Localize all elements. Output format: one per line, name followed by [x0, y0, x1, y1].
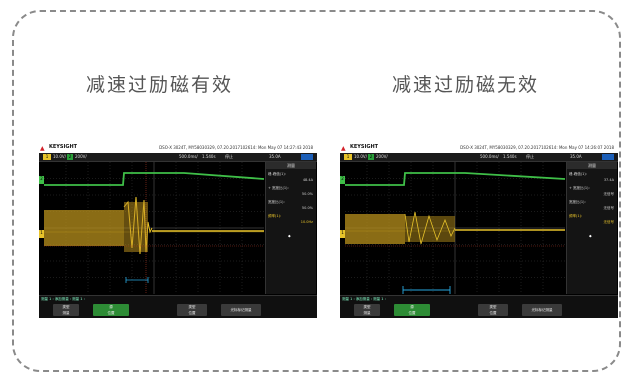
trigger-level: 35.0A: [269, 154, 281, 159]
expand-icon[interactable]: ◆: [589, 234, 592, 238]
ch1-burst-edge: [404, 211, 456, 245]
softkey-bar: 测量 1 : 添加测量 : 测量 1 : 类型 测量 源位置 类型 位置 光标标记测…: [340, 295, 618, 318]
scope-header: ▲ KEYSIGHT DSO-X 3024T, MY58030329, 07.2…: [340, 144, 618, 153]
dashed-container: [12, 10, 621, 372]
cursor-span: [125, 277, 149, 283]
expand-icon[interactable]: ◆: [288, 234, 291, 238]
ch2-trace: [345, 172, 565, 186]
right-title: 减速过励磁无效: [392, 74, 540, 96]
device-info: DSO-X 3024T, MY58030329, 07.20.201710261…: [460, 145, 614, 150]
channel-1-badge[interactable]: 1: [344, 154, 352, 160]
timebase: 500.0ms/: [179, 154, 198, 159]
meas-value: 无信号: [603, 192, 615, 196]
acquire-icon[interactable]: [602, 154, 614, 160]
ch1-burst: [345, 214, 405, 244]
softkey-bar: 测量 1 : 添加测量 : 测量 1 : 类型 测量 源位置 类型 位置 光标标记测…: [39, 295, 317, 318]
brand-label: KEYSIGHT: [350, 144, 379, 150]
channel-2-badge[interactable]: 2: [368, 154, 374, 160]
acquire-icon[interactable]: [301, 154, 313, 160]
channel-bar: 1 10.0V/ 2 200V/ 500.0ms/ 1.540s 停止 35.0…: [340, 153, 618, 162]
waveform-grid: [44, 162, 264, 294]
scope-header: ▲ KEYSIGHT DSO-X 3024T, MY58030329, 07.2…: [39, 144, 317, 153]
delay: 1.540s: [503, 154, 517, 159]
cursor-span: [402, 286, 451, 294]
meas-label: 宽度比(1):: [569, 200, 586, 204]
ch1-burst: [44, 210, 124, 246]
meas-label: 频率(1):: [268, 214, 282, 218]
softkey-bar-label: 测量 1 : 添加测量 : 测量 1 :: [342, 297, 386, 301]
keysight-wave-icon: ▲: [341, 145, 346, 152]
trigger-level: 35.0A: [570, 154, 582, 159]
meas-value: 无信号: [603, 206, 615, 210]
scope-screenshot-right: ▲ KEYSIGHT DSO-X 3024T, MY58030329, 07.2…: [340, 144, 618, 318]
measurement-panel: 测量 峰-峰值(1): 48.4A + 宽度比(1): 50.0% 宽度比(1)…: [265, 162, 316, 294]
channel-bar: 1 10.0V/ 2 200V/ 500.0ms/ 1.540s 停止 35.0…: [39, 153, 317, 162]
run-status: 停止: [526, 154, 534, 159]
softkey-cursor-measure[interactable]: 光标标记测量: [221, 304, 261, 316]
softkey-source[interactable]: 源位置: [394, 304, 430, 316]
ch1-ground-marker[interactable]: 1: [340, 230, 345, 238]
left-title: 减速过励磁有效: [86, 74, 234, 96]
measurement-panel: 测量 峰-峰值(1): 37.4A + 宽度比(1): 无信号 宽度比(1): …: [566, 162, 617, 294]
channel-2-scale: 200V/: [376, 154, 388, 159]
channel-1-badge[interactable]: 1: [43, 154, 51, 160]
meas-value: 10.0Hz: [300, 220, 313, 224]
meas-value: 无信号: [603, 220, 615, 224]
channel-1-scale: 10.0V/: [354, 154, 367, 159]
meas-value: 48.4A: [302, 178, 313, 182]
softkey-type[interactable]: 类型 测量: [354, 304, 380, 316]
brand-label: KEYSIGHT: [49, 144, 78, 150]
softkey-type[interactable]: 类型 测量: [53, 304, 79, 316]
meas-value: 37.4A: [603, 178, 614, 182]
meas-label: + 宽度比(1):: [268, 186, 289, 190]
ch2-trace: [44, 172, 264, 186]
waveform-grid: [345, 162, 565, 294]
softkey-source[interactable]: 源位置: [93, 304, 129, 316]
softkey-position[interactable]: 类型 位置: [177, 304, 207, 316]
meas-value: 50.0%: [301, 206, 313, 210]
channel-1-scale: 10.0V/: [53, 154, 66, 159]
meas-value: 50.0%: [301, 192, 313, 196]
delay: 1.540s: [202, 154, 216, 159]
meas-label: + 宽度比(1):: [569, 186, 590, 190]
panel-header: 测量: [266, 162, 316, 169]
meas-label: 频率(1):: [569, 214, 583, 218]
softkey-cursor-measure[interactable]: 光标标记测量: [522, 304, 562, 316]
channel-2-badge[interactable]: 2: [67, 154, 73, 160]
softkey-bar-label: 测量 1 : 添加测量 : 测量 1 :: [41, 297, 85, 301]
panel-header: 测量: [567, 162, 617, 169]
ch2-ground-marker[interactable]: 2: [39, 176, 44, 184]
ch2-ground-marker[interactable]: 2: [340, 176, 345, 184]
meas-label: 峰-峰值(1):: [268, 172, 286, 176]
channel-2-scale: 200V/: [75, 154, 87, 159]
keysight-wave-icon: ▲: [40, 145, 45, 152]
meas-label: 峰-峰值(1):: [569, 172, 587, 176]
run-status: 停止: [225, 154, 233, 159]
scope-screenshot-left: ▲ KEYSIGHT DSO-X 3024T, MY58030329, 07.2…: [39, 144, 317, 318]
ch1-ground-marker[interactable]: 1: [39, 230, 44, 238]
timebase: 500.0ms/: [480, 154, 499, 159]
softkey-position[interactable]: 类型 位置: [478, 304, 508, 316]
device-info: DSO-X 3024T, MY58030329, 07.20.201710261…: [159, 145, 313, 150]
meas-label: 宽度比(1):: [268, 200, 285, 204]
